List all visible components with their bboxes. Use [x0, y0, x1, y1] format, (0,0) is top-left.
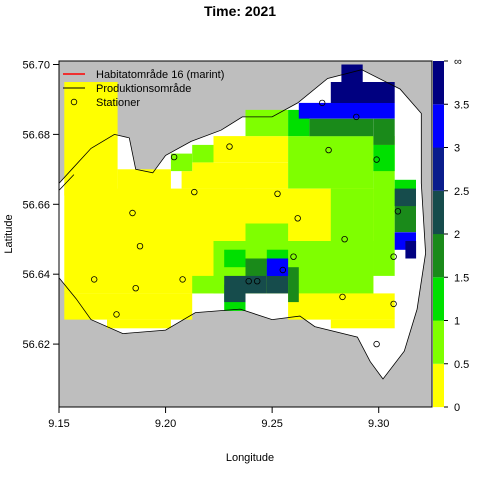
heatmap-cell-4 — [107, 319, 171, 329]
station-marker — [290, 253, 297, 260]
heatmap-cell-3 — [64, 293, 193, 320]
colorbar-label-1: 0.5 — [454, 359, 469, 371]
colorbar-swatch-3 — [433, 234, 444, 278]
station-marker — [294, 215, 301, 222]
heatmap-cell-25 — [309, 118, 374, 137]
heatmap-cell-10 — [288, 136, 374, 189]
y-tick-label-4: 56.70 — [22, 59, 50, 71]
plot-frame — [58, 60, 433, 408]
station-marker — [191, 188, 198, 196]
heatmap-cell-6 — [330, 319, 395, 329]
colorbar-swatch-1 — [433, 320, 444, 364]
station-marker — [390, 300, 397, 308]
x-axis: 9.15 9.20 9.25 9.30 — [48, 407, 389, 430]
station-marker — [129, 209, 136, 217]
plot-area — [59, 61, 432, 407]
x-tick-label-2: 9.25 — [261, 418, 282, 430]
chart-title: Time: 2021 — [204, 3, 276, 19]
colorbar-swatch-4 — [433, 190, 444, 235]
y-tick-label-2: 56.66 — [22, 199, 50, 211]
heatmap-cell-33 — [394, 188, 416, 207]
legend-habitat-label: Habitatområde 16 (marint) — [96, 69, 224, 81]
heatmap-cell-8 — [213, 136, 289, 163]
station-marker — [179, 276, 186, 283]
colorbar-label-5: 2.5 — [454, 186, 469, 198]
station-marker — [279, 266, 286, 274]
colorbar-label-2: 1 — [454, 316, 460, 328]
y-axis: 56.62 56.64 56.66 56.68 56.70 — [22, 59, 59, 351]
heatmap-cell-13 — [245, 109, 289, 137]
heatmap-cell-15 — [192, 144, 214, 163]
heatmap-cell-34 — [266, 258, 289, 276]
station-marker — [136, 242, 144, 250]
colorbar-label-3: 1.5 — [454, 272, 469, 284]
heatmap-cell-38 — [341, 64, 363, 82]
station-marker — [170, 153, 178, 161]
colorbar-swatch-2 — [433, 277, 444, 321]
heatmap-cell-18 — [245, 223, 289, 241]
y-axis-label: Latitude — [3, 214, 15, 253]
heatmap-cell-14 — [170, 153, 193, 172]
station-marker — [254, 278, 261, 285]
x-tick-label-0: 9.15 — [48, 418, 69, 430]
y-tick-label-1: 56.64 — [22, 269, 50, 281]
heatmap-cell-27 — [394, 206, 416, 233]
colorbar-label-8: ∞ — [454, 56, 462, 68]
heatmap-cell-29 — [288, 267, 299, 303]
x-tick-label-3: 9.30 — [368, 418, 389, 430]
stations-layer — [90, 99, 402, 348]
heatmap-cell-22 — [224, 249, 246, 268]
heatmap-cell-37 — [330, 82, 395, 103]
station-marker — [319, 99, 326, 107]
station-marker — [113, 311, 120, 318]
colorbar-swatch-7 — [433, 61, 444, 105]
colorbar-label-6: 3 — [454, 143, 460, 155]
heatmap-cell-20 — [373, 144, 395, 172]
production-area-line — [59, 174, 75, 191]
x-tick-label-1: 9.20 — [155, 418, 176, 430]
station-marker — [390, 253, 397, 260]
legend: Habitatområde 16 (marint) Produktionsomr… — [63, 69, 224, 109]
heatmap-cell-17 — [192, 275, 225, 294]
y-tick-label-3: 56.68 — [22, 129, 50, 141]
heatmap-cell-28 — [245, 258, 267, 276]
colorbar-swatch-5 — [433, 147, 444, 191]
colorbar-label-0: 0 — [454, 402, 460, 414]
station-marker — [274, 190, 281, 197]
station-marker — [373, 156, 380, 163]
station-marker — [373, 340, 380, 348]
heatmap-cell-0 — [64, 82, 118, 196]
legend-station-label: Stationer — [96, 97, 140, 109]
legend-station-marker — [70, 98, 78, 106]
legend-production-label: Produktionsområde — [96, 83, 191, 95]
heatmap-cells — [64, 64, 417, 329]
station-marker — [90, 276, 98, 283]
colorbar-label-7: 3.5 — [454, 99, 469, 111]
colorbar-swatch-0 — [433, 363, 444, 408]
colorbar: 0 0.5 1 1.5 2 2.5 3 3.5 ∞ — [433, 56, 469, 414]
station-marker — [132, 285, 139, 292]
heatmap-cell-30 — [224, 275, 246, 303]
heatmap-cell-26 — [373, 118, 395, 145]
colorbar-label-4: 2 — [454, 229, 460, 241]
station-marker — [226, 143, 233, 150]
heatmap-cell-32 — [245, 275, 267, 294]
x-axis-label: Longitude — [226, 452, 274, 464]
heatmap-cell-5 — [288, 293, 395, 320]
station-marker — [341, 235, 348, 243]
station-marker — [353, 113, 360, 121]
heatmap-cell-9 — [181, 171, 246, 189]
colorbar-swatch-6 — [433, 104, 444, 148]
station-marker — [325, 146, 332, 154]
station-marker — [339, 293, 346, 301]
station-marker — [394, 208, 402, 215]
station-marker — [245, 278, 252, 285]
coastline — [59, 69, 427, 380]
heatmap-cell-39 — [405, 241, 417, 259]
y-tick-label-0: 56.62 — [22, 339, 50, 351]
heatmap-cell-35 — [298, 102, 395, 119]
